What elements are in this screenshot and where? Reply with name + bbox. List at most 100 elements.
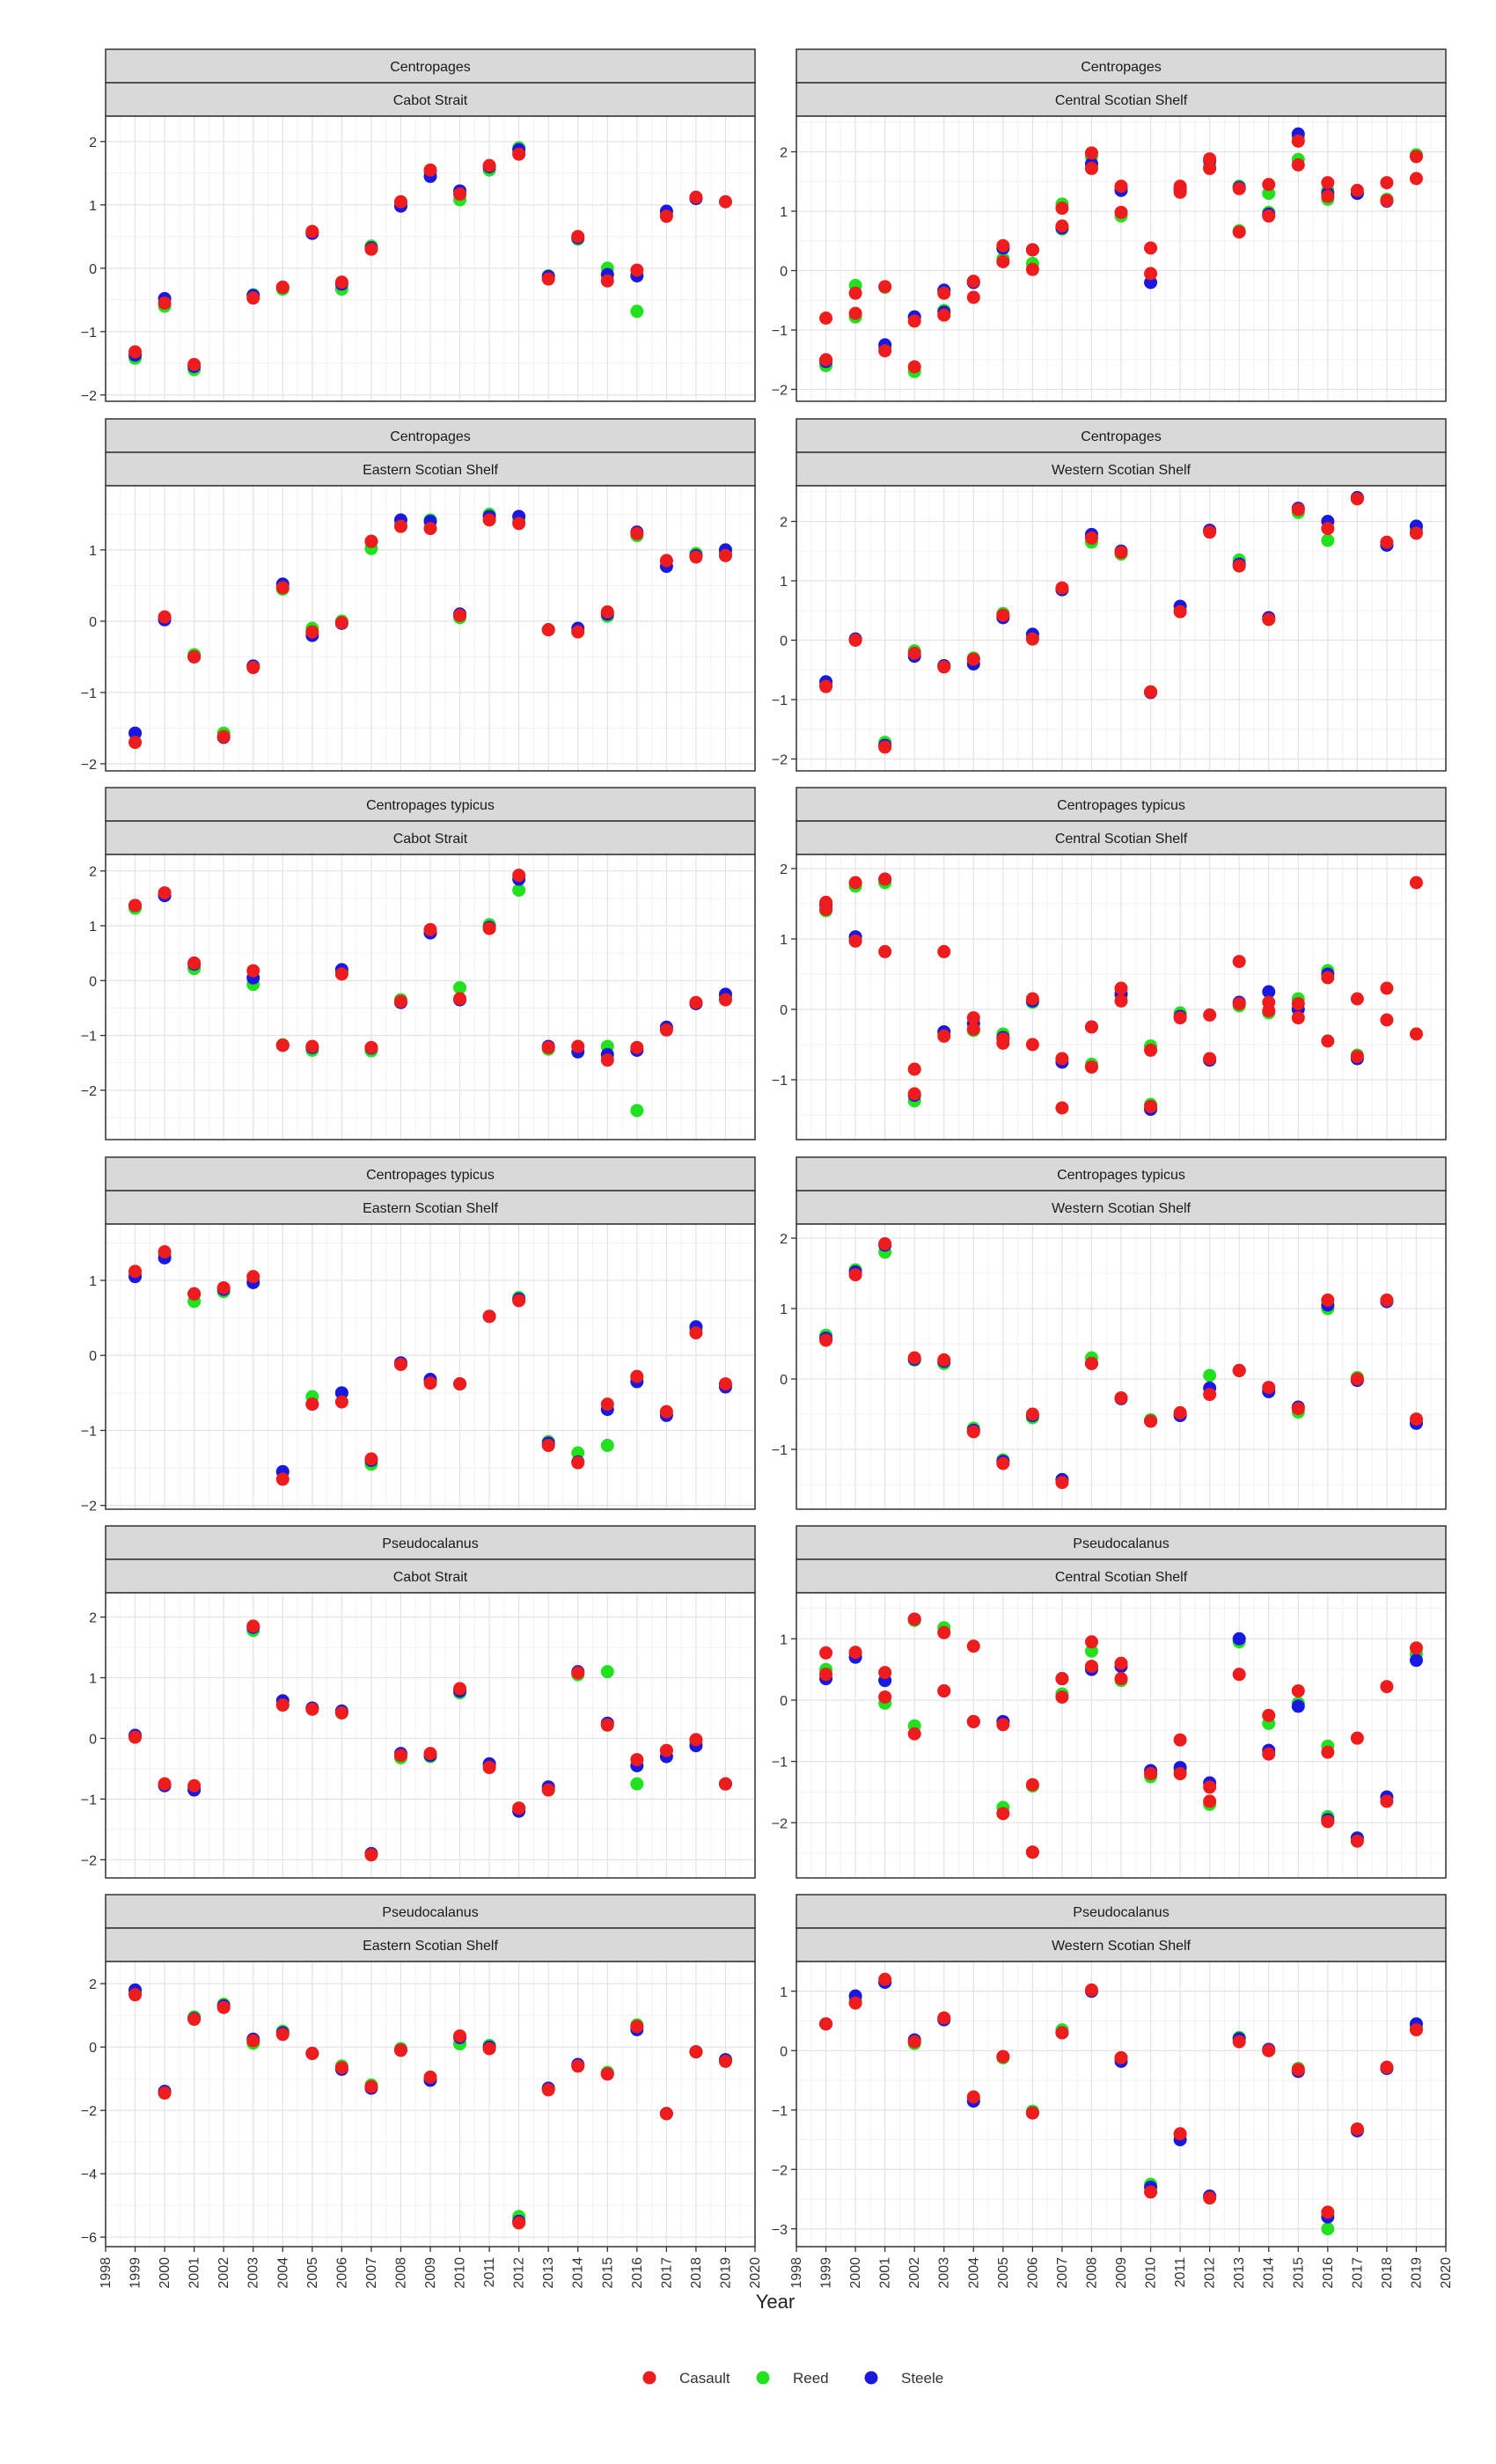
strip-bottom-label: Eastern Scotian Shelf	[363, 463, 498, 478]
point-casault	[907, 1727, 921, 1741]
point-casault	[1084, 1635, 1098, 1649]
point-casault	[600, 1397, 614, 1412]
y-tick-label: −1	[772, 2104, 788, 2119]
point-reed	[600, 1665, 614, 1679]
point-casault	[907, 1062, 921, 1076]
points	[819, 1972, 1423, 2236]
y-tick-label: −1	[772, 324, 788, 339]
point-casault	[689, 2045, 703, 2059]
point-casault	[878, 944, 892, 958]
legend-item-steele: Steele	[864, 2370, 943, 2387]
point-casault	[1084, 1660, 1098, 1674]
panel-border	[105, 854, 756, 1140]
point-casault	[1203, 525, 1217, 539]
panel-border	[796, 1223, 1447, 1510]
point-casault	[907, 2035, 921, 2049]
point-casault	[878, 1972, 892, 1986]
y-tick-label: −2	[81, 1853, 97, 1868]
point-reed	[1321, 2222, 1335, 2236]
point-casault	[571, 230, 585, 244]
point-casault	[1262, 1708, 1276, 1722]
panel-border	[105, 1223, 756, 1510]
point-casault	[718, 2054, 732, 2068]
point-casault	[1055, 1690, 1069, 1704]
point-casault	[1025, 632, 1039, 646]
y-tick-label: −1	[81, 1793, 97, 1808]
point-casault	[996, 238, 1010, 253]
y-tick-label: 1	[780, 1985, 788, 2000]
strip-bottom-label: Western Scotian Shelf	[1052, 463, 1192, 478]
panel-border	[105, 1592, 756, 1879]
point-casault	[1173, 605, 1187, 619]
point-casault	[819, 312, 833, 325]
point-casault	[937, 286, 951, 300]
x-tick-label: 2018	[689, 2257, 704, 2289]
point-casault	[128, 1730, 143, 1744]
points	[819, 1612, 1423, 1859]
point-casault	[907, 646, 921, 660]
y-tick-label: −1	[772, 1074, 788, 1089]
legend-key-reed	[756, 2371, 770, 2385]
point-casault	[1173, 1733, 1187, 1747]
point-casault	[423, 163, 437, 177]
point-reed	[1084, 1644, 1098, 1658]
x-tick-label: 2016	[630, 2257, 645, 2289]
point-casault	[1114, 981, 1128, 995]
strip-top-box	[796, 48, 1447, 84]
point-casault	[689, 1326, 703, 1340]
point-casault	[1114, 1656, 1128, 1670]
point-casault	[423, 2070, 437, 2084]
point-casault	[571, 1666, 585, 1680]
gridlines	[105, 1593, 756, 1878]
point-casault	[246, 964, 260, 978]
point-casault	[966, 1639, 980, 1654]
strip-bottom-label: Cabot Strait	[393, 832, 468, 847]
point-casault	[1321, 971, 1335, 985]
point-casault	[819, 2017, 833, 2031]
point-casault	[718, 993, 732, 1007]
x-tick-label: 2001	[878, 2257, 893, 2289]
point-casault	[1232, 181, 1246, 195]
point-casault	[907, 1087, 921, 1101]
gridlines	[796, 1962, 1447, 2247]
y-tick-label: −2	[81, 1084, 97, 1099]
points	[128, 1619, 732, 1862]
point-casault	[423, 522, 437, 536]
x-tick-label: 1999	[819, 2257, 834, 2289]
y-tick-label: −3	[772, 2223, 788, 2238]
panel-centropages-typicus-western-scotian-shelf: Centropages typicus Western Scotian Shelf…	[772, 1156, 1447, 1510]
point-casault	[512, 1294, 526, 1308]
point-reed	[600, 1439, 614, 1453]
point-casault	[1291, 134, 1305, 148]
x-tick-label: 2003	[246, 2257, 261, 2289]
x-axis-left: 1998 1999 2000 2001 2002 2003 2004 2005 2006 2007…	[99, 2247, 763, 2289]
point-casault	[275, 1038, 290, 1052]
x-axis-right: 1998 1999 2000 2001 2002 2003 2004 2005 2006 2007…	[789, 2247, 1454, 2289]
point-casault	[305, 625, 319, 639]
x-tick-label: 2019	[1409, 2257, 1424, 2289]
point-casault	[334, 967, 348, 981]
point-casault	[1055, 219, 1069, 233]
point-casault	[630, 1369, 644, 1383]
point-casault	[1409, 526, 1423, 540]
point-casault	[1114, 1672, 1128, 1686]
point-casault	[1025, 1407, 1039, 1421]
point-casault	[1350, 992, 1364, 1006]
point-casault	[364, 1040, 378, 1054]
point-casault	[600, 1718, 614, 1732]
point-casault	[937, 944, 951, 958]
y-tick-label: 0	[89, 1732, 97, 1747]
point-casault	[1262, 1004, 1276, 1018]
point-casault	[393, 194, 407, 209]
x-tick-label: 2009	[1114, 2257, 1129, 2289]
point-casault	[393, 1749, 407, 1763]
point-casault	[848, 286, 862, 300]
point-casault	[1173, 1011, 1187, 1025]
point-steele	[1291, 1699, 1305, 1713]
strip-top-box	[105, 787, 756, 822]
point-casault	[128, 1988, 143, 2002]
point-casault	[907, 314, 921, 328]
point-casault	[453, 608, 467, 622]
point-casault	[1321, 1034, 1335, 1048]
